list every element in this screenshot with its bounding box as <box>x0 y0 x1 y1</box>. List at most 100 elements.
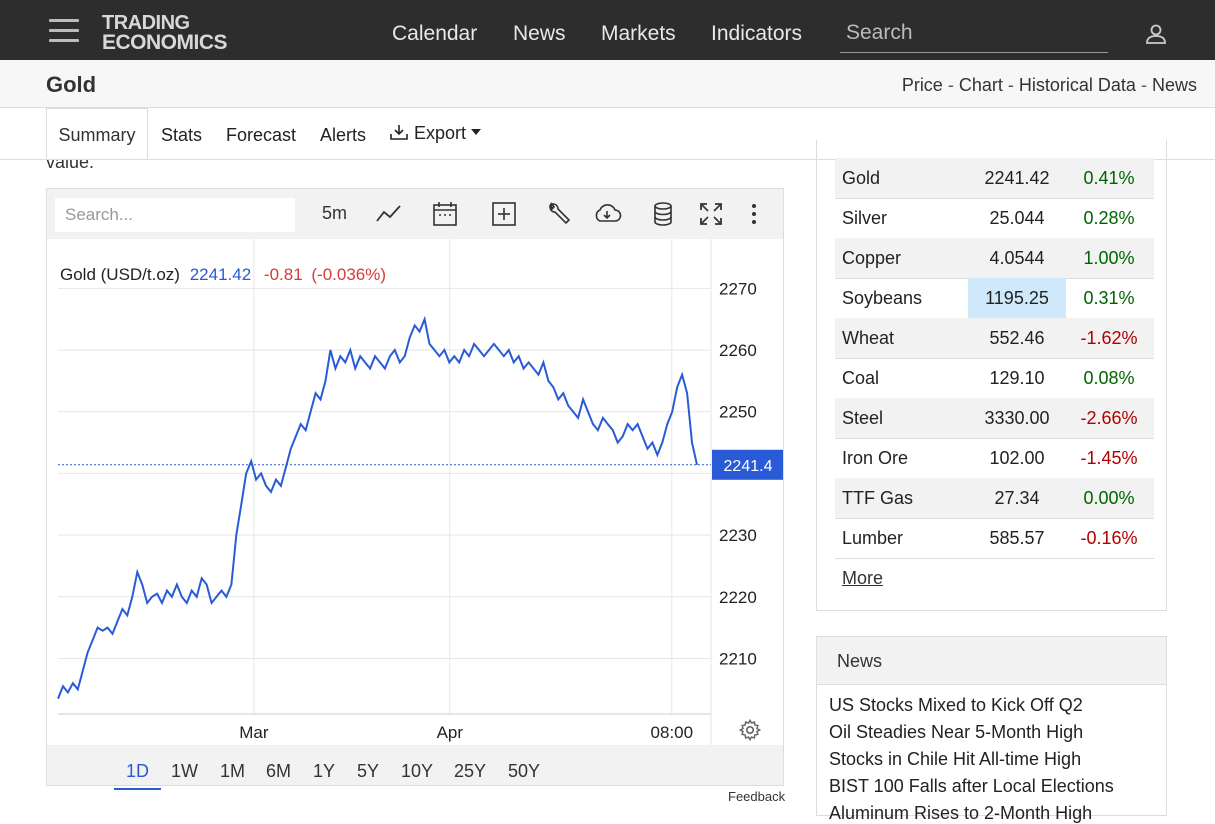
chart-legend: Gold (USD/t.oz) 2241.42 -0.81 (-0.036%) <box>60 265 386 284</box>
range-1y[interactable]: 1Y <box>313 761 336 781</box>
commodity-row[interactable]: Coal 129.10 0.08% <box>835 358 1154 399</box>
x-tick-label: Apr <box>437 723 464 742</box>
commodity-price: 552.46 <box>989 328 1045 348</box>
more-link[interactable]: More <box>842 568 884 588</box>
y-tick-label: 2230 <box>719 526 757 545</box>
chart-settings-gear-icon[interactable] <box>739 719 761 741</box>
commodity-row[interactable]: Wheat 552.46 -1.62% <box>835 318 1154 359</box>
range-10y[interactable]: 10Y <box>401 761 434 781</box>
commodity-name[interactable]: Iron Ore <box>842 448 909 468</box>
commodity-row[interactable]: TTF Gas 27.34 0.00% <box>835 478 1154 519</box>
commodity-row[interactable]: Iron Ore 102.00 -1.45% <box>835 438 1154 479</box>
calendar-icon[interactable] <box>432 201 458 227</box>
y-tick-label: 2210 <box>719 649 757 668</box>
tab-alerts[interactable]: Alerts <box>320 125 367 145</box>
chart-title: Gold (USD/t.oz) <box>60 265 180 284</box>
range-25y[interactable]: 25Y <box>454 761 487 781</box>
nav-news[interactable]: News <box>513 22 566 45</box>
news-item[interactable]: US Stocks Mixed to Kick Off Q2 <box>829 695 1083 715</box>
database-icon[interactable] <box>651 201 675 227</box>
range-5y[interactable]: 5Y <box>357 761 380 781</box>
range-1m[interactable]: 1M <box>220 761 246 781</box>
link-separator: - <box>1140 75 1147 95</box>
commodity-change: 0.28% <box>1083 208 1135 228</box>
hamburger-menu-icon[interactable] <box>49 19 79 43</box>
news-header: News <box>817 637 1166 685</box>
series-line <box>57 315 698 699</box>
commodity-name[interactable]: Wheat <box>842 328 895 348</box>
commodity-name[interactable]: Copper <box>842 248 902 268</box>
chart-grid <box>58 239 711 714</box>
news-panel: News US Stocks Mixed to Kick Off Q2 Oil … <box>816 636 1167 823</box>
tab-stats[interactable]: Stats <box>161 125 203 145</box>
user-icon[interactable] <box>1144 22 1168 46</box>
commodity-price: 129.10 <box>989 368 1045 388</box>
commodity-row[interactable]: Copper 4.0544 1.00% <box>835 238 1154 279</box>
commodity-change: 0.41% <box>1083 168 1135 188</box>
nav-calendar[interactable]: Calendar <box>392 22 478 45</box>
news-item[interactable]: Oil Steadies Near 5-Month High <box>829 722 1084 742</box>
chart-widget: 5m <box>46 188 784 790</box>
x-tick-label: Mar <box>239 723 269 742</box>
chart-change-pct: (-0.036%) <box>311 265 386 284</box>
commodity-name[interactable]: Gold <box>842 168 881 188</box>
commodity-name[interactable]: Silver <box>842 208 888 228</box>
current-price-label: 2241.4 <box>724 458 773 475</box>
tab-export-label: Export <box>414 123 467 143</box>
news-item[interactable]: Stocks in Chile Hit All-time High <box>829 749 1082 769</box>
tab-bar: Summary Stats Forecast Alerts Export <box>0 108 1215 160</box>
chart-search-input[interactable] <box>55 198 295 232</box>
x-tick-label: 08:00 <box>651 723 694 742</box>
tab-summary[interactable]: Summary <box>46 108 148 159</box>
site-search <box>840 19 1112 53</box>
interval-selector[interactable]: 5m <box>322 203 348 223</box>
nav-markets[interactable]: Markets <box>601 22 676 45</box>
commodity-name[interactable]: Coal <box>842 368 880 388</box>
range-50y[interactable]: 50Y <box>508 761 541 781</box>
commodity-row[interactable]: Silver 25.044 0.28% <box>835 198 1154 239</box>
price-chart[interactable]: 2210 2220 2230 2250 2260 2270 Mar Apr 08:00 224… <box>47 239 783 745</box>
nav-indicators[interactable]: Indicators <box>711 22 803 45</box>
site-search-input[interactable] <box>840 19 1112 47</box>
trading-economics-logo[interactable]: TRADING ECONOMICS <box>102 12 228 54</box>
news-title: News <box>837 651 883 671</box>
commodity-row[interactable]: Soybeans 1195.25 0.31% <box>835 278 1154 319</box>
more-vertical-icon[interactable] <box>749 201 759 227</box>
commodity-name[interactable]: Soybeans <box>842 288 923 308</box>
commodity-row[interactable]: Gold 2241.42 0.41% <box>835 158 1154 199</box>
tab-forecast[interactable]: Forecast <box>226 125 297 145</box>
page-title: Gold <box>46 72 97 97</box>
commodity-name[interactable]: TTF Gas <box>842 488 913 508</box>
fullscreen-icon[interactable] <box>698 201 724 227</box>
commodity-row[interactable]: Lumber 585.57 -0.16% <box>835 518 1154 559</box>
commodity-price: 585.57 <box>989 528 1045 548</box>
range-6m[interactable]: 6M <box>266 761 292 781</box>
commodity-change: 0.08% <box>1083 368 1135 388</box>
link-separator: - <box>947 75 954 95</box>
news-item[interactable]: Aluminum Rises to 2-Month High <box>829 803 1093 823</box>
range-1w[interactable]: 1W <box>171 761 198 781</box>
chart-toolbar: 5m <box>47 189 783 239</box>
x-axis: Mar Apr 08:00 <box>58 713 711 742</box>
commodity-price: 3330.00 <box>984 408 1050 428</box>
commodity-name[interactable]: Lumber <box>842 528 904 548</box>
commodity-name[interactable]: Steel <box>842 408 884 428</box>
range-1d[interactable]: 1D <box>114 761 162 790</box>
news-item[interactable]: BIST 100 Falls after Local Elections <box>829 776 1114 796</box>
cloud-download-icon[interactable] <box>592 201 622 227</box>
y-tick-label: 2270 <box>719 279 757 298</box>
line-chart-icon[interactable] <box>375 201 403 227</box>
wrench-icon[interactable] <box>546 201 572 227</box>
commodity-price: 2241.42 <box>984 168 1050 188</box>
commodity-change: -2.66% <box>1080 408 1138 428</box>
chart-change: -0.81 <box>264 265 303 284</box>
link-chart[interactable]: Chart <box>958 75 1003 95</box>
feedback-link[interactable]: Feedback <box>728 789 786 804</box>
link-price[interactable]: Price <box>901 75 943 95</box>
commodity-row[interactable]: Steel 3330.00 -2.66% <box>835 398 1154 439</box>
link-historical-data[interactable]: Historical Data <box>1018 75 1136 95</box>
add-indicator-icon[interactable] <box>491 201 517 227</box>
link-separator: - <box>1007 75 1014 95</box>
link-news[interactable]: News <box>1151 75 1197 95</box>
tab-export[interactable]: Export <box>389 123 482 144</box>
